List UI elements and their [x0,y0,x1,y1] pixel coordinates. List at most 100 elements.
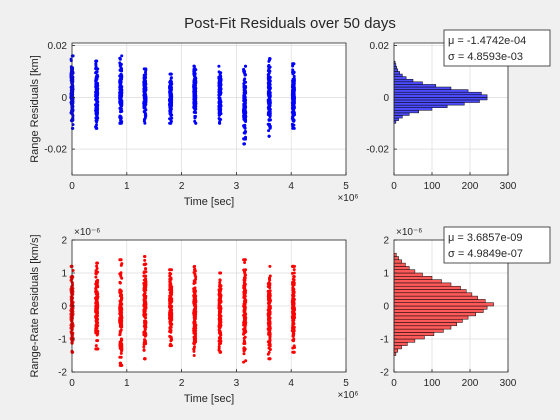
data-point [120,93,123,97]
histogram-bar [393,91,482,96]
data-point [291,303,294,307]
x-tick-label: 1 [124,181,130,192]
data-point [219,83,222,87]
data-point [143,258,147,262]
stats-legend: μ = 3.6857e-09 σ = 4.9849e-07 [443,226,551,264]
data-point [143,338,146,342]
data-point [94,126,98,130]
range-scatter-plot-area [72,43,346,175]
data-point [119,271,123,275]
data-point [291,280,295,284]
data-point [168,344,172,347]
data-point [95,98,99,102]
data-point [142,94,146,97]
data-point [94,116,98,120]
data-point [143,328,147,331]
data-point [242,88,246,92]
data-point [168,79,172,83]
data-point [193,274,197,278]
data-point [118,115,122,119]
data-point [243,287,247,290]
rate-hist-axes: 0 100 200 300 -2 -1 0 1 2 ×10⁻⁶ μ = 3.6857e-09 σ = … [380,226,551,389]
data-point [144,68,148,72]
data-point [168,301,172,305]
data-point [69,119,73,122]
data-point [118,290,122,294]
data-point [266,321,270,325]
data-point [118,99,122,103]
data-point [119,83,123,87]
data-point [94,324,98,328]
y-tick-label: 0 [61,93,67,104]
data-point [268,126,272,130]
data-point [170,116,174,120]
histogram-bar [393,107,433,111]
data-point [193,345,196,349]
data-point [70,295,73,299]
data-point [120,54,124,58]
data-point [268,335,272,339]
data-point [268,57,272,61]
data-point [169,339,173,343]
histogram-bar [393,272,423,277]
histogram-bar [393,328,444,333]
histogram-bar [393,302,494,307]
data-point [242,292,246,296]
data-point [144,96,148,100]
data-point [194,90,198,94]
data-point [268,310,272,314]
data-point [120,338,124,342]
data-point [143,255,147,258]
data-point [95,282,99,286]
data-point [119,328,123,332]
histogram-bar [393,110,419,114]
data-point [291,286,295,290]
data-point [120,69,124,73]
data-point [218,310,222,314]
data-point [291,264,295,268]
data-point [218,290,222,294]
data-point [219,74,223,78]
data-point [291,83,295,87]
data-point [170,98,174,102]
legend-entry: μ = 3.6857e-09 [448,232,523,244]
data-point [242,352,246,356]
data-point [169,85,173,88]
data-point [218,301,222,305]
data-point [292,126,296,130]
histogram-bar [393,262,406,267]
data-point [217,105,221,109]
data-point [266,99,270,103]
histogram-bar [393,102,465,106]
data-point [268,331,272,335]
range-scatter-axes: 0 1 2 3 4 5 -0.02 0 0.02 ×10⁶ Time [sec] Range Resi… [29,41,359,208]
stats-legend: μ = -1.4742e-04 σ = 4.8593e-03 [443,29,551,67]
data-point [193,316,197,320]
data-point [292,111,296,115]
data-point [243,310,247,314]
data-point [267,301,271,305]
data-point [242,142,246,146]
data-point [95,74,99,78]
data-point [243,258,247,262]
x-axis-label: Time [sec] [184,393,234,405]
data-point [95,123,98,127]
histogram-bar [393,312,476,317]
data-point [118,281,122,285]
histogram-bar [393,84,437,88]
histogram-bar [393,289,467,294]
histogram-bar [393,305,488,310]
data-point [94,90,98,94]
figure-title: Post-Fit Residuals over 50 days [184,15,396,32]
data-point [292,339,296,343]
x-tick-label: 2 [179,378,185,389]
data-point [218,305,222,309]
histogram-bar [393,348,399,353]
data-point [192,300,196,304]
data-point [118,61,122,65]
y-tick-label: 0 [61,302,67,313]
data-point [94,271,98,275]
data-point [266,122,270,126]
data-point [144,304,148,307]
data-point [243,335,247,339]
